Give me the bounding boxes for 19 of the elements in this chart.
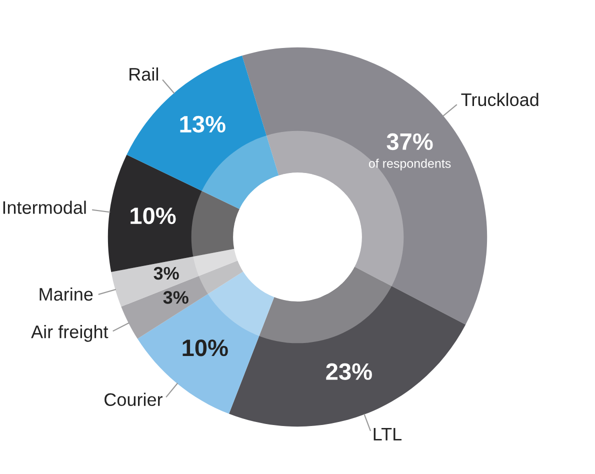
- data-label: 3%: [154, 266, 179, 280]
- data-label: 13%: [180, 116, 226, 133]
- text: of respondents: [368, 158, 451, 170]
- donut-slice: [111, 248, 238, 307]
- data-label: 23%: [326, 363, 372, 380]
- data-label: 10%: [182, 339, 228, 356]
- data-label: 3%: [163, 291, 188, 304]
- slice-label: LTL: [374, 428, 402, 440]
- donut-slice: [121, 260, 244, 339]
- slice-label: Marine: [40, 287, 93, 301]
- donut-slice: [126, 56, 279, 210]
- slice-label: Air freight: [31, 324, 108, 342]
- data-label: 37%: [386, 133, 433, 150]
- slice-label: Courier: [104, 392, 163, 406]
- donut-slice: [228, 266, 466, 427]
- slice-label: Intermodal: [3, 200, 86, 214]
- data-label: 10%: [130, 207, 176, 224]
- slice-label: Truckload: [461, 92, 538, 106]
- slice-label: Rail: [130, 67, 158, 81]
